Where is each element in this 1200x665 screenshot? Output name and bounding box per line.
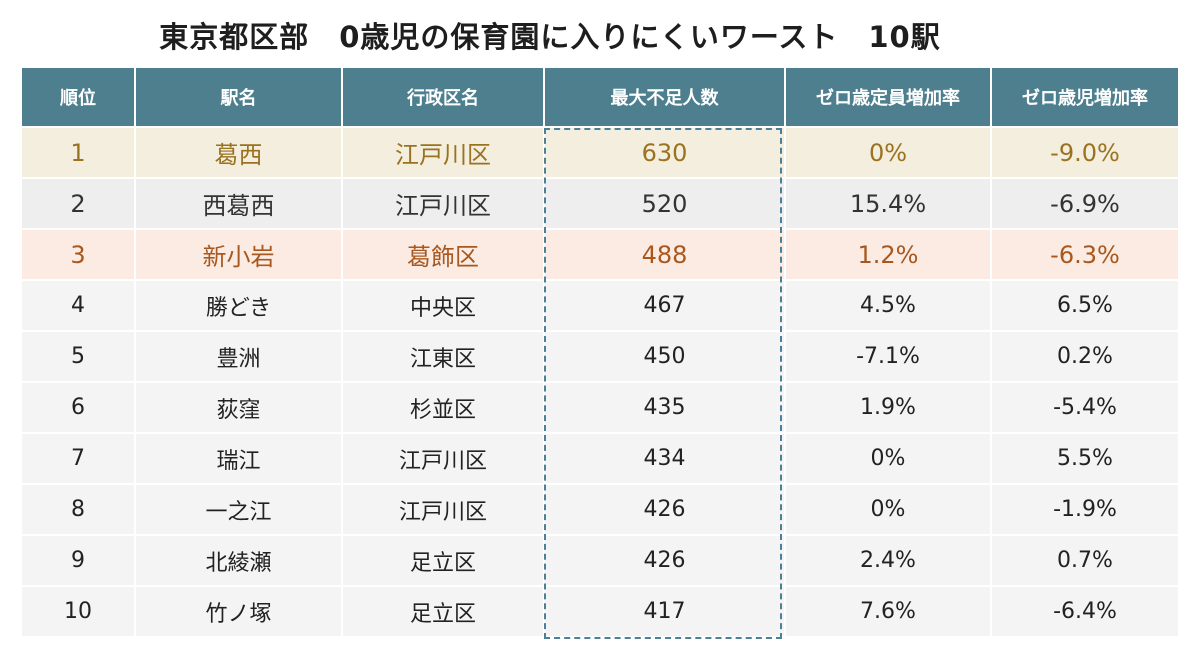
cell-infant-increase: 0.7% <box>992 536 1178 587</box>
cell-capacity-increase: 0% <box>786 128 992 179</box>
cell-infant-increase: 6.5% <box>992 281 1178 332</box>
cell-ward: 足立区 <box>343 587 545 638</box>
cell-shortage: 488 <box>545 230 786 281</box>
cell-ward: 江戸川区 <box>343 434 545 485</box>
cell-station: 新小岩 <box>136 230 343 281</box>
cell-capacity-increase: -7.1% <box>786 332 992 383</box>
cell-rank: 7 <box>22 434 136 485</box>
cell-station: 荻窪 <box>136 383 343 434</box>
column-header-rank: 順位 <box>22 68 136 128</box>
cell-ward: 江戸川区 <box>343 485 545 536</box>
cell-capacity-increase: 1.9% <box>786 383 992 434</box>
table-header-row: 順位 駅名 行政区名 最大不足人数 ゼロ歳定員増加率 ゼロ歳児増加率 <box>22 68 1178 128</box>
column-header-shortage: 最大不足人数 <box>545 68 786 128</box>
cell-infant-increase: -9.0% <box>992 128 1178 179</box>
cell-shortage: 450 <box>545 332 786 383</box>
cell-rank: 8 <box>22 485 136 536</box>
cell-ward: 中央区 <box>343 281 545 332</box>
cell-ward: 江戸川区 <box>343 179 545 230</box>
cell-capacity-increase: 15.4% <box>786 179 992 230</box>
cell-shortage: 426 <box>545 485 786 536</box>
cell-shortage: 434 <box>545 434 786 485</box>
column-header-infant-increase: ゼロ歳児増加率 <box>992 68 1178 128</box>
cell-shortage: 417 <box>545 587 786 638</box>
cell-rank: 6 <box>22 383 136 434</box>
cell-station: 豊洲 <box>136 332 343 383</box>
cell-capacity-increase: 1.2% <box>786 230 992 281</box>
cell-ward: 江戸川区 <box>343 128 545 179</box>
cell-rank: 3 <box>22 230 136 281</box>
cell-capacity-increase: 0% <box>786 485 992 536</box>
cell-ward: 葛飾区 <box>343 230 545 281</box>
table-row: 8 一之江 江戸川区 426 0% -1.9% <box>22 485 1178 536</box>
cell-shortage: 520 <box>545 179 786 230</box>
cell-infant-increase: -6.9% <box>992 179 1178 230</box>
cell-capacity-increase: 0% <box>786 434 992 485</box>
column-header-capacity-increase: ゼロ歳定員増加率 <box>786 68 992 128</box>
cell-infant-increase: -6.4% <box>992 587 1178 638</box>
column-header-station: 駅名 <box>136 68 343 128</box>
cell-capacity-increase: 2.4% <box>786 536 992 587</box>
cell-shortage: 435 <box>545 383 786 434</box>
cell-station: 北綾瀬 <box>136 536 343 587</box>
cell-infant-increase: 5.5% <box>992 434 1178 485</box>
table-row: 6 荻窪 杉並区 435 1.9% -5.4% <box>22 383 1178 434</box>
cell-rank: 4 <box>22 281 136 332</box>
cell-station: 葛西 <box>136 128 343 179</box>
cell-rank: 9 <box>22 536 136 587</box>
cell-shortage: 426 <box>545 536 786 587</box>
table-row: 3 新小岩 葛飾区 488 1.2% -6.3% <box>22 230 1178 281</box>
ranking-table: 順位 駅名 行政区名 最大不足人数 ゼロ歳定員増加率 ゼロ歳児増加率 1 葛西 … <box>22 68 1178 638</box>
cell-capacity-increase: 7.6% <box>786 587 992 638</box>
table-row: 5 豊洲 江東区 450 -7.1% 0.2% <box>22 332 1178 383</box>
cell-station: 一之江 <box>136 485 343 536</box>
cell-station: 瑞江 <box>136 434 343 485</box>
cell-infant-increase: -1.9% <box>992 485 1178 536</box>
cell-ward: 足立区 <box>343 536 545 587</box>
cell-rank: 2 <box>22 179 136 230</box>
cell-ward: 江東区 <box>343 332 545 383</box>
cell-ward: 杉並区 <box>343 383 545 434</box>
table-row: 10 竹ノ塚 足立区 417 7.6% -6.4% <box>22 587 1178 638</box>
cell-infant-increase: -6.3% <box>992 230 1178 281</box>
table-row: 4 勝どき 中央区 467 4.5% 6.5% <box>22 281 1178 332</box>
cell-rank: 10 <box>22 587 136 638</box>
table-row: 9 北綾瀬 足立区 426 2.4% 0.7% <box>22 536 1178 587</box>
cell-rank: 1 <box>22 128 136 179</box>
cell-infant-increase: 0.2% <box>992 332 1178 383</box>
table-row: 2 西葛西 江戸川区 520 15.4% -6.9% <box>22 179 1178 230</box>
cell-station: 竹ノ塚 <box>136 587 343 638</box>
cell-capacity-increase: 4.5% <box>786 281 992 332</box>
cell-shortage: 467 <box>545 281 786 332</box>
cell-rank: 5 <box>22 332 136 383</box>
cell-shortage: 630 <box>545 128 786 179</box>
column-header-ward: 行政区名 <box>343 68 545 128</box>
cell-infant-increase: -5.4% <box>992 383 1178 434</box>
table-row: 1 葛西 江戸川区 630 0% -9.0% <box>22 128 1178 179</box>
page-title: 東京都区部 0歳児の保育園に入りにくいワースト 10駅 <box>159 20 941 54</box>
cell-station: 西葛西 <box>136 179 343 230</box>
table-row: 7 瑞江 江戸川区 434 0% 5.5% <box>22 434 1178 485</box>
cell-station: 勝どき <box>136 281 343 332</box>
